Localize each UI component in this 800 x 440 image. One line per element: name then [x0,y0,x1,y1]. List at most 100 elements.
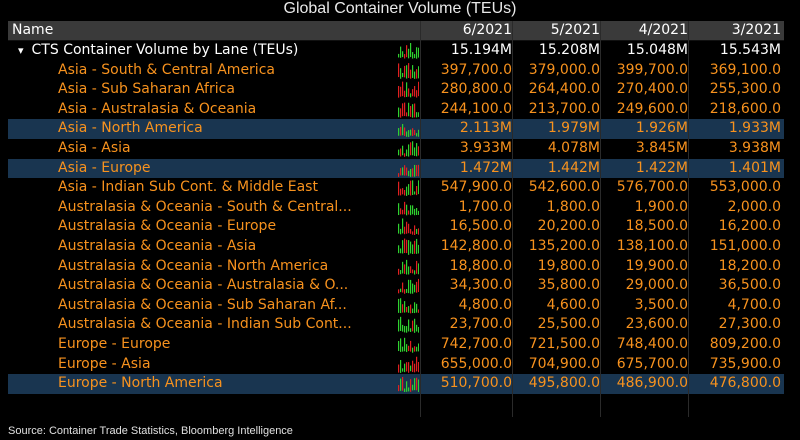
value-cell[interactable]: 249,600.0 [616,100,688,117]
value-cell[interactable]: 1.422M [635,159,688,176]
value-cell[interactable]: 576,700.0 [616,179,688,196]
value-cell[interactable]: 142,800.0 [440,237,512,254]
value-cell[interactable]: 15.048M [626,42,688,58]
value-cell[interactable]: 20,200.0 [537,218,600,235]
header-name[interactable]: Name [12,22,54,38]
table-row[interactable]: Europe - Asia 655,000.0 704,900.0 675,700.0… [8,355,784,375]
table-row[interactable]: Asia - Indian Sub Cont. & Middle East 547… [8,178,784,198]
value-cell[interactable]: 213,700.0 [528,100,600,117]
value-cell[interactable]: 1,900.0 [634,198,688,215]
value-cell[interactable]: 3.845M [635,139,688,156]
value-cell[interactable]: 721,500.0 [528,335,600,352]
table-row[interactable]: Asia - Asia 3.933M 4.078M 3.845M 3.938M [8,139,784,159]
value-cell[interactable]: 15.543M [719,42,781,58]
value-cell[interactable]: 18,200.0 [718,257,781,274]
header-col-1[interactable]: 6/2021 [462,22,512,38]
value-cell[interactable]: 4.078M [547,139,600,156]
header-col-3[interactable]: 4/2021 [638,22,688,38]
value-cell[interactable]: 218,600.0 [709,100,781,117]
table-row[interactable]: Asia - Australasia & Oceania 244,100.0 213… [8,100,784,120]
row-label: Europe - Asia [58,355,151,372]
table-row[interactable]: Australasia & Oceania - Indian Sub Cont.… [8,315,784,335]
value-cell[interactable]: 35,800.0 [537,277,600,294]
value-cell[interactable]: 735,900.0 [709,355,781,372]
value-cell[interactable]: 1.442M [547,159,600,176]
value-cell[interactable]: 264,400.0 [528,81,600,98]
value-cell[interactable]: 280,800.0 [440,81,512,98]
value-cell[interactable]: 3,500.0 [634,296,688,313]
value-cell[interactable]: 19,800.0 [537,257,600,274]
value-cell[interactable]: 19,900.0 [625,257,688,274]
value-cell[interactable]: 3.933M [459,139,512,156]
row-label: Asia - Australasia & Oceania [58,100,257,117]
value-cell[interactable]: 36,500.0 [718,277,781,294]
table-row[interactable]: Australasia & Oceania - North America 18,… [8,257,784,277]
table-row[interactable]: Australasia & Oceania - Asia 142,800.0 135… [8,237,784,257]
value-cell[interactable]: 16,200.0 [718,218,781,235]
value-cell[interactable]: 3.938M [728,139,781,156]
value-cell[interactable]: 138,100.0 [616,237,688,254]
value-cell[interactable]: 2,000.0 [727,198,781,215]
value-cell[interactable]: 4,700.0 [727,296,781,313]
value-cell[interactable]: 23,700.0 [449,316,512,333]
value-cell[interactable]: 18,500.0 [625,218,688,235]
value-cell[interactable]: 809,200.0 [709,335,781,352]
value-cell[interactable]: 18,800.0 [449,257,512,274]
value-cell[interactable]: 1,700.0 [458,198,512,215]
table-row[interactable]: Asia - South & Central America 397,700.0 3… [8,61,784,81]
value-cell[interactable]: 675,700.0 [616,355,688,372]
value-cell[interactable]: 29,000.0 [625,277,688,294]
table-row[interactable]: ▾ CTS Container Volume by Lane (TEUs) 15.1… [8,41,784,61]
value-cell[interactable]: 553,000.0 [709,179,781,196]
value-cell[interactable]: 244,100.0 [440,100,512,117]
triangle-down-icon[interactable]: ▾ [18,44,24,57]
row-label: Asia - Europe [58,159,151,176]
value-cell[interactable]: 2.113M [459,120,512,137]
value-cell[interactable]: 27,300.0 [718,316,781,333]
value-cell[interactable]: 1,800.0 [546,198,600,215]
value-cell[interactable]: 15.208M [538,42,600,58]
table-row[interactable]: Australasia & Oceania - Europe 16,500.0 20… [8,217,784,237]
value-cell[interactable]: 1.401M [728,159,781,176]
value-cell[interactable]: 369,100.0 [709,61,781,78]
value-cell[interactable]: 1.933M [728,120,781,137]
table-row[interactable]: Europe - Europe 742,700.0 721,500.0 748,400… [8,335,784,355]
value-cell[interactable]: 255,300.0 [709,81,781,98]
value-cell[interactable]: 4,600.0 [546,296,600,313]
value-cell[interactable]: 15.194M [450,42,512,58]
value-cell[interactable]: 151,000.0 [709,237,781,254]
value-cell[interactable]: 4,800.0 [458,296,512,313]
value-cell[interactable]: 16,500.0 [449,218,512,235]
value-cell[interactable]: 704,900.0 [528,355,600,372]
value-cell[interactable]: 655,000.0 [440,355,512,372]
value-cell[interactable]: 748,400.0 [616,335,688,352]
value-cell[interactable]: 486,900.0 [616,375,688,392]
value-cell[interactable]: 379,000.0 [528,61,600,78]
table-row[interactable]: Australasia & Oceania - Australasia & O.… [8,276,784,296]
value-cell[interactable]: 495,800.0 [528,375,600,392]
value-cell[interactable]: 1.926M [635,120,688,137]
value-cell[interactable]: 135,200.0 [528,237,600,254]
value-cell[interactable]: 542,600.0 [528,179,600,196]
table-row[interactable]: Australasia & Oceania - South & Central.… [8,198,784,218]
value-cell[interactable]: 547,900.0 [440,179,512,196]
header-col-4[interactable]: 3/2021 [731,22,781,38]
value-cell[interactable]: 23,600.0 [625,316,688,333]
value-cell[interactable]: 510,700.0 [440,375,512,392]
value-cell[interactable]: 25,500.0 [537,316,600,333]
row-label-cell: Europe - North America [58,374,223,394]
value-cell[interactable]: 742,700.0 [440,335,512,352]
table-row[interactable]: Australasia & Oceania - Sub Saharan Af..… [8,296,784,316]
value-cell[interactable]: 397,700.0 [440,61,512,78]
table-row[interactable]: Asia - Sub Saharan Africa 280,800.0 264,40… [8,80,784,100]
value-cell[interactable]: 1.979M [547,120,600,137]
value-cell[interactable]: 34,300.0 [449,277,512,294]
value-cell[interactable]: 270,400.0 [616,81,688,98]
value-cell[interactable]: 399,700.0 [616,61,688,78]
value-cell[interactable]: 1.472M [459,159,512,176]
table-row[interactable]: Asia - North America 2.113M 1.979M 1.926M 1.… [8,119,784,139]
value-cell[interactable]: 476,800.0 [709,375,781,392]
table-row[interactable]: Asia - Europe 1.472M 1.442M 1.422M 1.401M [8,158,784,179]
header-col-2[interactable]: 5/2021 [550,22,600,38]
table-row[interactable]: Europe - North America 510,700.0 495,800.0… [8,374,784,394]
